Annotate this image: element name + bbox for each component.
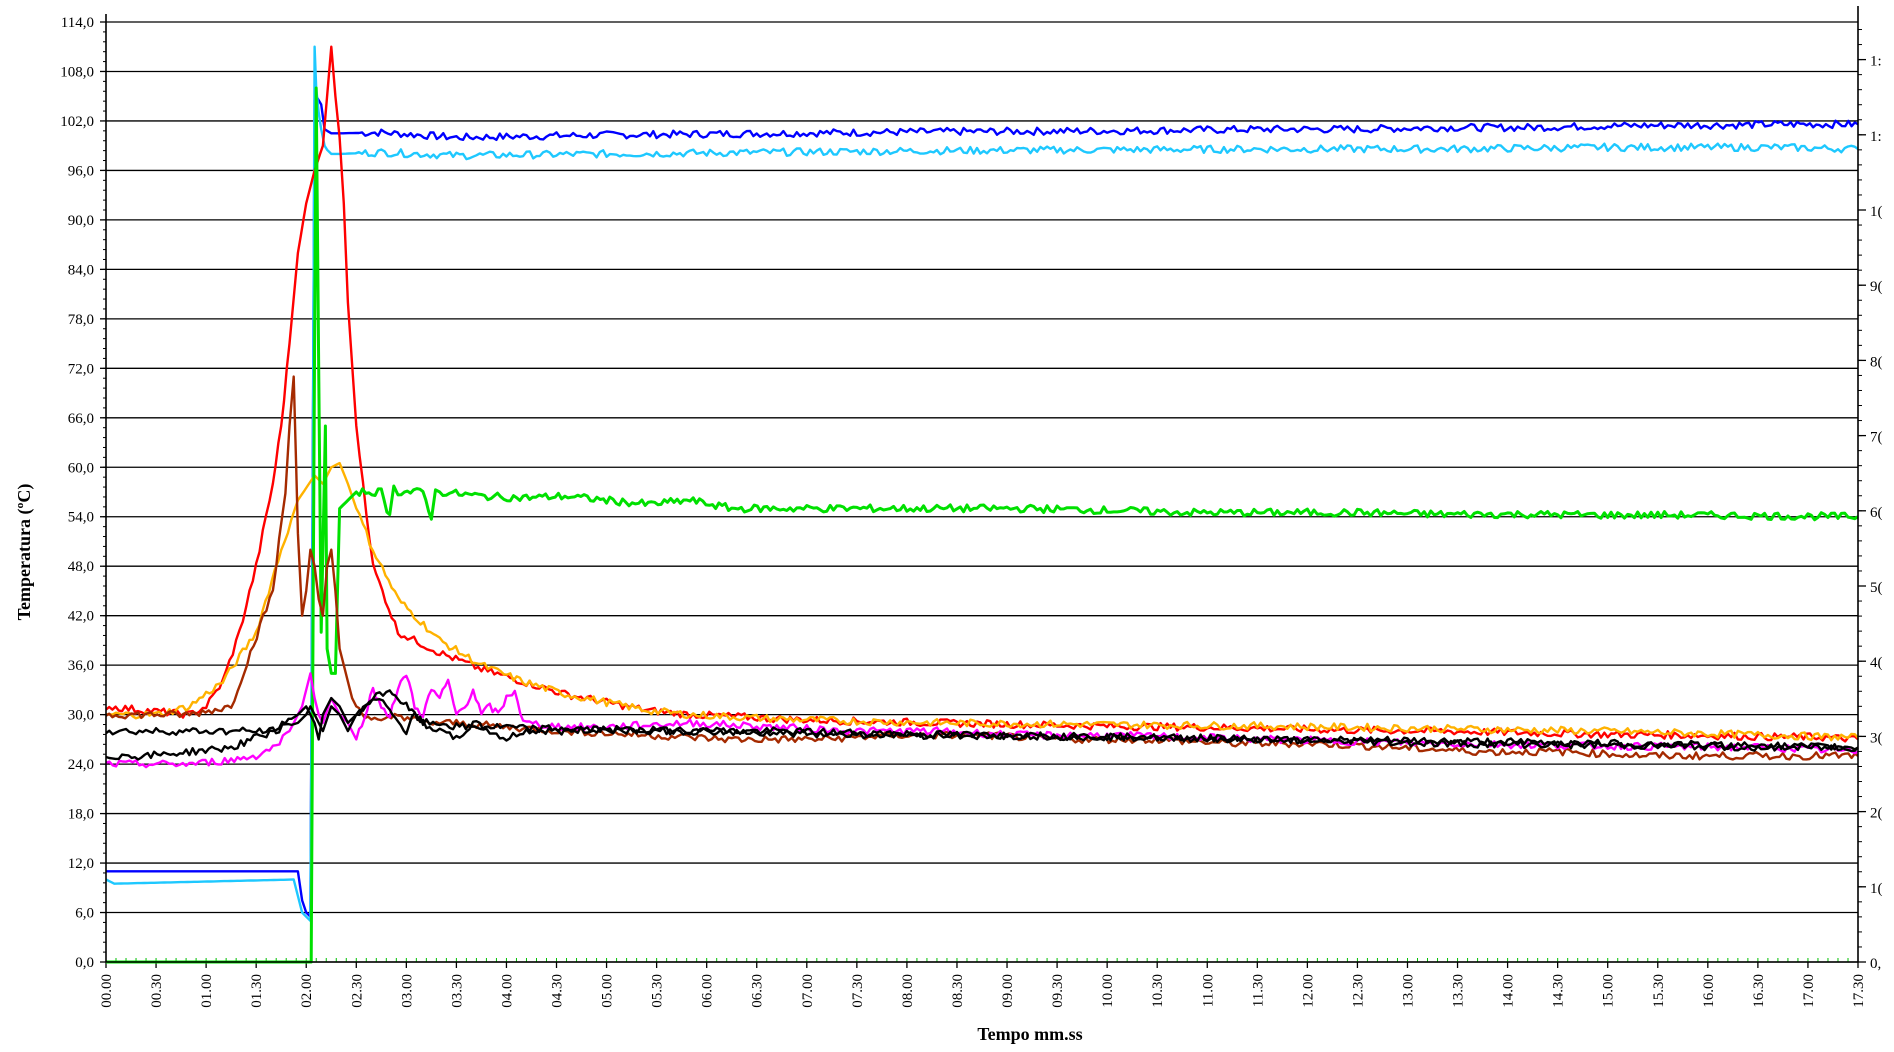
x-tick-label: 04.30: [550, 974, 566, 1008]
x-axis-ticks: 00.00 00.30 01.00 01.30 02.00 02.30 03.00 03.30…: [99, 958, 1867, 1008]
y-tick-label: 30,0: [68, 708, 94, 724]
x-tick-label: 10.30: [1150, 974, 1166, 1008]
x-tick-label: 16.00: [1701, 974, 1717, 1008]
y2-tick-label: 6(: [1870, 505, 1883, 521]
x-tick-label: 08.00: [900, 974, 916, 1008]
y-tick-label: 90,0: [68, 213, 94, 229]
x-tick-label: 01.30: [249, 974, 265, 1008]
x-tick-label: 06.00: [700, 974, 716, 1008]
y2-tick-label: 3(: [1870, 730, 1883, 746]
y2-tick-label: 4(: [1870, 655, 1883, 671]
x-tick-label: 00.00: [99, 974, 115, 1008]
x-tick-label: 12.30: [1350, 974, 1366, 1008]
x-tick-label: 07.00: [800, 974, 816, 1008]
x-tick-label: 10.00: [1100, 974, 1116, 1008]
x-tick-label: 05.30: [650, 974, 666, 1008]
y-tick-label: 114,0: [61, 15, 94, 31]
y2-tick-label: 7(: [1870, 430, 1883, 446]
y-tick-label: 0,0: [75, 955, 94, 971]
x-tick-label: 13.30: [1451, 974, 1467, 1008]
y-tick-label: 108,0: [60, 64, 94, 80]
axes: [105, 6, 1859, 963]
y2-tick-label: 8(: [1870, 354, 1883, 370]
x-tick-label: 14.30: [1551, 974, 1567, 1008]
y-tick-label: 96,0: [68, 163, 94, 179]
x-tick-label: 15.00: [1601, 974, 1617, 1008]
x-tick-label: 11.30: [1250, 974, 1266, 1007]
y2-tick-label: 9(: [1870, 279, 1883, 295]
y-tick-label: 66,0: [68, 411, 94, 427]
x-tick-label: 00.30: [149, 974, 165, 1008]
x-tick-label: 13.00: [1400, 974, 1416, 1008]
x-tick-label: 01.00: [199, 974, 215, 1008]
x-tick-label: 02.00: [299, 974, 315, 1008]
y2-tick-label: 0,: [1870, 956, 1881, 972]
x-tick-label: 03.30: [449, 974, 465, 1008]
y-axis-title: Temperatura (ºC): [14, 484, 35, 621]
y2-tick-label: 1(: [1870, 881, 1883, 897]
y2-tick-label: 1(: [1870, 204, 1883, 220]
x-tick-label: 02.30: [349, 974, 365, 1008]
y-tick-label: 84,0: [68, 262, 94, 278]
y2-tick-label: 2(: [1870, 806, 1883, 822]
x-tick-label: 08.30: [950, 974, 966, 1008]
y2-tick-label: 1:: [1870, 129, 1882, 145]
series-line: [105, 698, 1859, 752]
y-tick-label: 24,0: [68, 757, 94, 773]
series-line: [105, 689, 1859, 761]
x-tick-label: 12.00: [1300, 974, 1316, 1008]
x-tick-label: 09.00: [1000, 974, 1016, 1008]
series-line: [105, 45, 1859, 922]
series-line: [106, 86, 1859, 964]
y2-tick-label: 1:: [1870, 54, 1882, 70]
y-tick-label: 42,0: [68, 609, 94, 625]
y-tick-label: 18,0: [68, 807, 94, 823]
series-lines: [105, 45, 1859, 964]
x-tick-label: 04.00: [499, 974, 515, 1008]
x-axis-title: Tempo mm.ss: [977, 1024, 1082, 1044]
x-tick-label: 05.00: [600, 974, 616, 1008]
x-tick-label: 16.30: [1751, 974, 1767, 1008]
y-tick-label: 6,0: [75, 906, 94, 922]
y2-tick-label: 5(: [1870, 580, 1883, 596]
y-tick-label: 48,0: [68, 559, 94, 575]
x-tick-label: 14.00: [1501, 974, 1517, 1008]
y-tick-label: 60,0: [68, 460, 94, 476]
y-tick-label: 102,0: [60, 114, 94, 130]
y-tick-label: 12,0: [68, 856, 94, 872]
y-tick-label: 72,0: [68, 361, 94, 377]
x-tick-label: 09.30: [1050, 974, 1066, 1008]
y-tick-label: 36,0: [68, 658, 94, 674]
x-tick-label: 15.30: [1651, 974, 1667, 1008]
x-tick-label: 07.30: [850, 974, 866, 1008]
secondary-y-axis-ticks: 0, 1( 2( 3( 4( 5( 6( 7( 8( 9( 1( 1: 1:: [1858, 29, 1883, 972]
x-tick-label: 06.30: [750, 974, 766, 1008]
series-line: [106, 94, 1859, 918]
x-tick-label: 03.00: [399, 974, 415, 1008]
y-tick-label: 78,0: [68, 312, 94, 328]
series-line: [105, 461, 1859, 742]
x-tick-label: 11.00: [1200, 974, 1216, 1007]
x-tick-label: 17.00: [1801, 974, 1817, 1008]
x-tick-label: 17.30: [1851, 974, 1867, 1008]
y-tick-label: 54,0: [68, 510, 94, 526]
series-line: [105, 45, 1859, 743]
y-axis-ticks: 0,0 6,0 12,0 18,0 24,0 30,0 36,0 42,0 48,0 54,0 60…: [60, 15, 106, 971]
